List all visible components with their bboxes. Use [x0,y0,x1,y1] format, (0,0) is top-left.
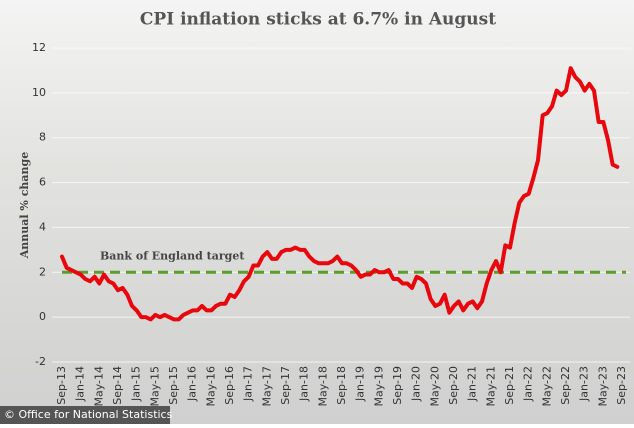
x-tick-label: May-19 [372,366,385,407]
x-tick-label: Sep-20 [447,366,460,405]
y-tick-label: 4 [39,220,46,233]
y-tick-label: 8 [39,131,46,144]
x-tick-label: Jan-14 [74,366,87,402]
x-tick-label: May-21 [484,366,497,407]
y-tick-label: 2 [39,265,46,278]
x-tick-label: Sep-21 [503,366,516,405]
x-tick-label: Sep-14 [111,366,124,405]
x-tick-label: Jan-16 [186,366,199,402]
data-line [60,66,620,322]
y-axis-label: Annual % change [18,152,31,259]
source-box [0,406,170,424]
x-tick-label: Sep-17 [279,366,292,405]
x-tick-label: May-18 [316,366,329,407]
x-tick-label: Sep-15 [167,366,180,405]
x-tick-label: Sep-18 [335,366,348,405]
x-tick-label: Jan-18 [298,366,311,402]
x-tick-label: Jan-15 [130,366,143,402]
x-tick-label: May-23 [596,366,609,407]
x-tick-label: Sep-13 [55,366,68,405]
x-tick-label: Jan-19 [354,366,367,402]
x-tick-label: Sep-22 [559,366,572,405]
y-tick-label: -2 [35,355,46,368]
x-tick-label: Sep-16 [223,366,236,405]
y-tick-label: 12 [32,41,46,54]
x-tick-label: Jan-23 [578,366,591,402]
x-tick-label: Jan-20 [410,366,423,402]
x-tick-label: Jan-17 [242,366,255,402]
y-tick-label: 0 [39,310,46,323]
x-tick-label: May-16 [204,366,217,407]
y-tick-label: 6 [39,176,46,189]
x-tick-label: May-17 [260,366,273,407]
x-tick-label: May-20 [428,366,441,407]
x-tick-label: Sep-19 [391,366,404,405]
x-tick-label: May-15 [148,366,161,407]
x-tick-label: Jan-22 [522,366,535,402]
source: © Office for National Statistics [4,408,173,421]
x-tick-label: May-14 [92,366,105,407]
x-tick-label: May-22 [540,366,553,407]
y-tick-label: 10 [32,86,46,99]
x-tick-label: Sep-23 [615,366,628,405]
x-tick-label: Jan-21 [466,366,479,402]
chart-title: CPI inflation sticks at 6.7% in August [140,10,496,30]
target-label: Bank of England target [100,249,245,262]
